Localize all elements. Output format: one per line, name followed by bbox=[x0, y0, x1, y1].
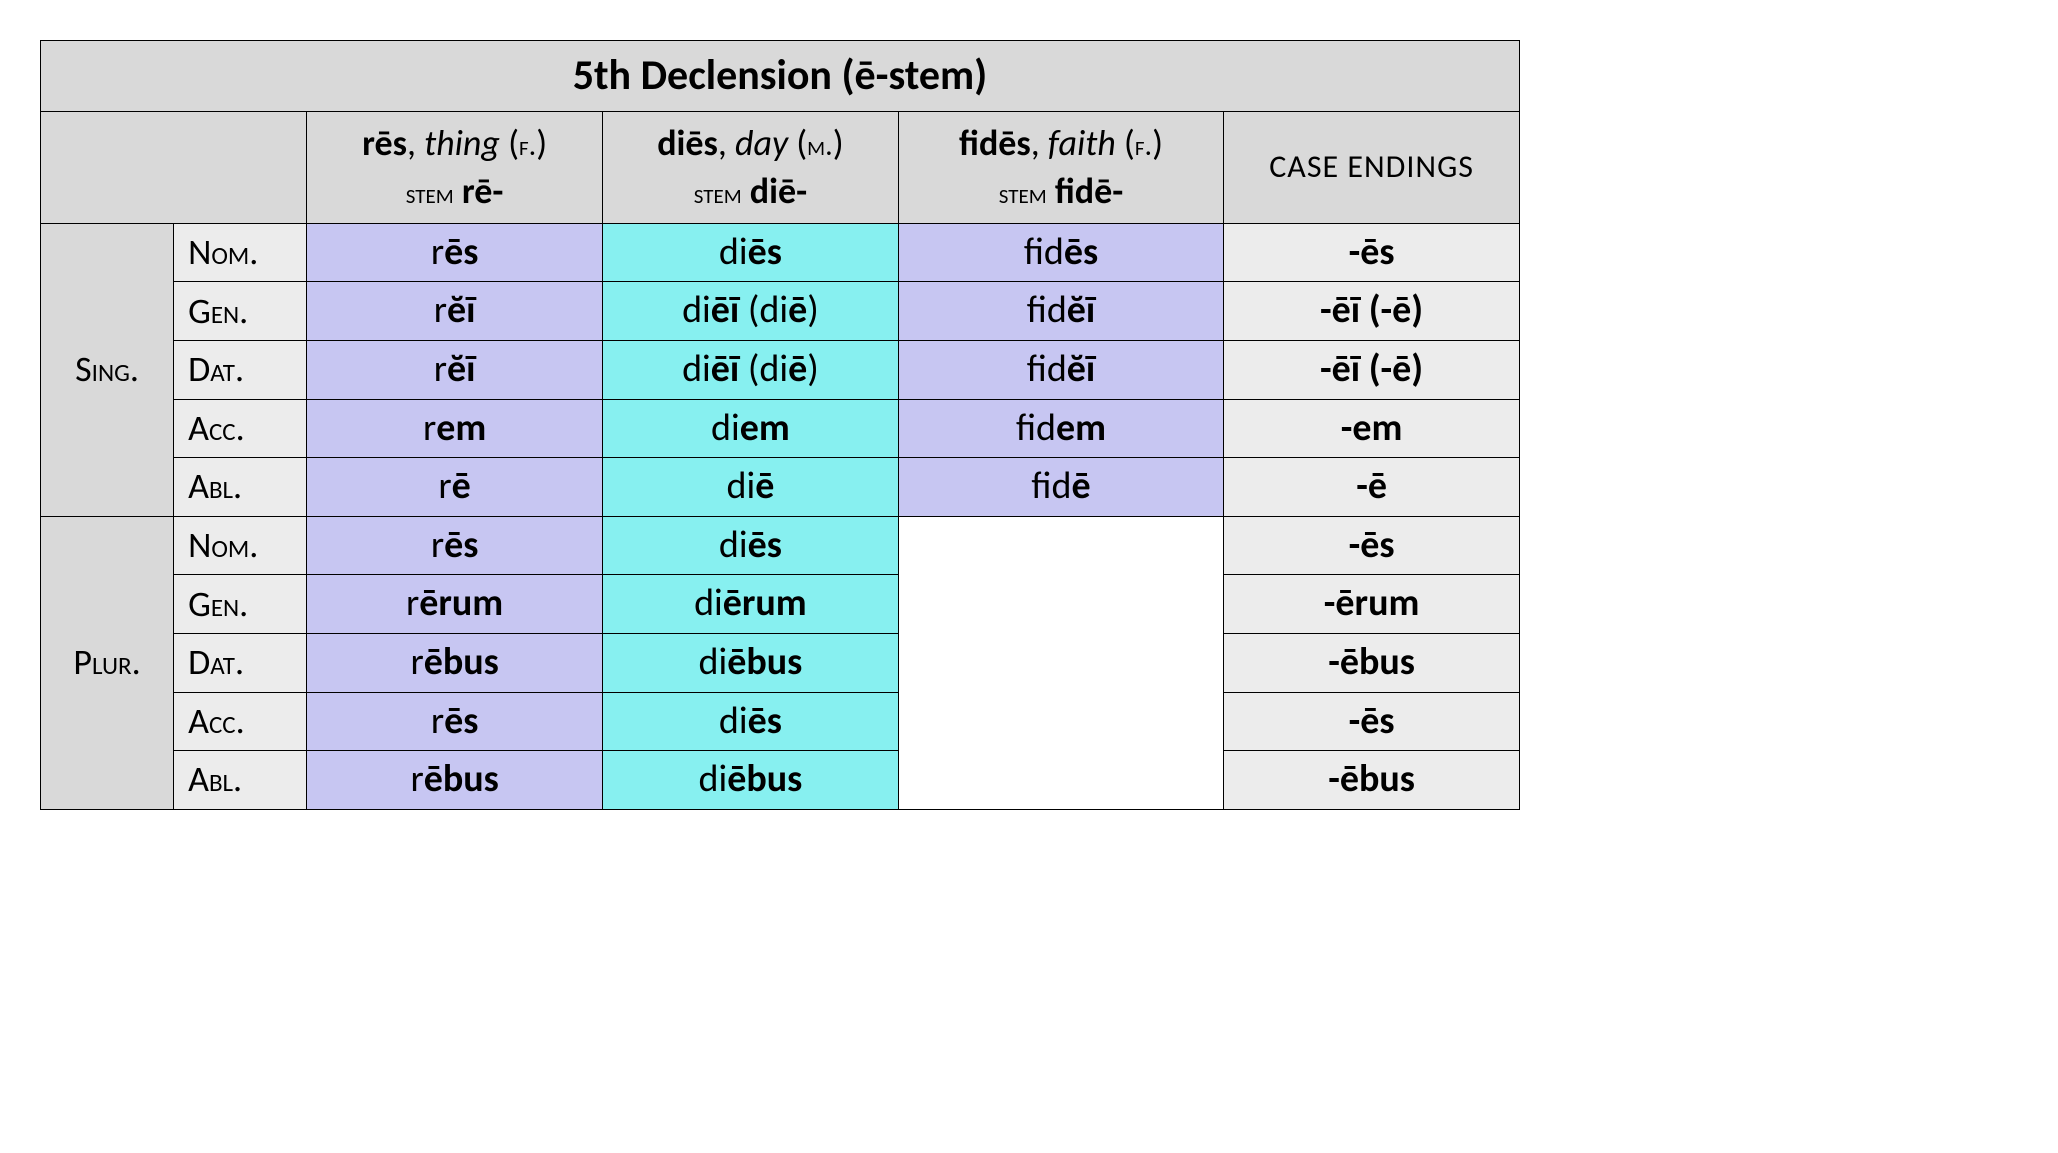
cell-dies: diērum bbox=[603, 575, 899, 634]
row-plur-gen: Gen. rērum diērum -ērum bbox=[41, 575, 1520, 634]
cell-fides: fidē bbox=[898, 458, 1223, 517]
case-label: Nom. bbox=[174, 223, 307, 282]
case-label: Abl. bbox=[174, 751, 307, 810]
case-label: Gen. bbox=[174, 575, 307, 634]
declension-table-container: 5th Declension (ē-stem) rēs, thing (f.) … bbox=[40, 40, 1520, 810]
cell-ending: -ēs bbox=[1224, 692, 1520, 751]
cell-dies: diēs bbox=[603, 692, 899, 751]
table-title: 5th Declension (ē-stem) bbox=[41, 41, 1520, 112]
declension-table: 5th Declension (ē-stem) rēs, thing (f.) … bbox=[40, 40, 1520, 810]
cell-dies: diēbus bbox=[603, 751, 899, 810]
cell-ending: -ēbus bbox=[1224, 751, 1520, 810]
case-label: Nom. bbox=[174, 516, 307, 575]
cell-dies: diēī (diē) bbox=[603, 282, 899, 341]
cell-ending: -em bbox=[1224, 399, 1520, 458]
case-label: Abl. bbox=[174, 458, 307, 517]
cell-res: rēs bbox=[307, 692, 603, 751]
header-row: rēs, thing (f.) stem rē- diēs, day (m.) … bbox=[41, 112, 1520, 223]
cell-ending: -ēbus bbox=[1224, 633, 1520, 692]
cell-res: rĕī bbox=[307, 340, 603, 399]
row-plur-nom: Plur. Nom. rēs diēs -ēs bbox=[41, 516, 1520, 575]
row-sing-gen: Gen. rĕī diēī (diē) fidĕī -ēī (-ē) bbox=[41, 282, 1520, 341]
cell-ending: -ēī (-ē) bbox=[1224, 282, 1520, 341]
case-label: Acc. bbox=[174, 399, 307, 458]
cell-dies: diēbus bbox=[603, 633, 899, 692]
cell-res: rēs bbox=[307, 516, 603, 575]
row-sing-abl: Abl. rē diē fidē -ē bbox=[41, 458, 1520, 517]
row-plur-acc: Acc. rēs diēs -ēs bbox=[41, 692, 1520, 751]
cell-res: rēs bbox=[307, 223, 603, 282]
cell-fides-blank bbox=[898, 516, 1223, 809]
cell-res: rĕī bbox=[307, 282, 603, 341]
cell-ending: -ē bbox=[1224, 458, 1520, 517]
cell-res: rērum bbox=[307, 575, 603, 634]
title-row: 5th Declension (ē-stem) bbox=[41, 41, 1520, 112]
header-col-res: rēs, thing (f.) stem rē- bbox=[307, 112, 603, 223]
cell-ending: -ērum bbox=[1224, 575, 1520, 634]
header-col-dies: diēs, day (m.) stem diē- bbox=[603, 112, 899, 223]
case-label: Gen. bbox=[174, 282, 307, 341]
row-sing-nom: Sing. Nom. rēs diēs fidēs -ēs bbox=[41, 223, 1520, 282]
case-label: Dat. bbox=[174, 633, 307, 692]
case-label: Dat. bbox=[174, 340, 307, 399]
cell-res: rē bbox=[307, 458, 603, 517]
cell-fides: fidĕī bbox=[898, 282, 1223, 341]
cell-res: rēbus bbox=[307, 751, 603, 810]
number-label-sing: Sing. bbox=[41, 223, 174, 516]
header-col-fides: fidēs, faith (f.) stem fidē- bbox=[898, 112, 1223, 223]
number-label-plur: Plur. bbox=[41, 516, 174, 809]
row-sing-dat: Dat. rĕī diēī (diē) fidĕī -ēī (-ē) bbox=[41, 340, 1520, 399]
header-col-endings: CASE ENDINGS bbox=[1224, 112, 1520, 223]
cell-dies: diē bbox=[603, 458, 899, 517]
cell-fides: fidĕī bbox=[898, 340, 1223, 399]
row-sing-acc: Acc. rem diem fidem -em bbox=[41, 399, 1520, 458]
cell-dies: diēs bbox=[603, 516, 899, 575]
row-plur-dat: Dat. rēbus diēbus -ēbus bbox=[41, 633, 1520, 692]
cell-ending: -ēs bbox=[1224, 223, 1520, 282]
cell-res: rēbus bbox=[307, 633, 603, 692]
header-blank bbox=[41, 112, 307, 223]
cell-dies: diēs bbox=[603, 223, 899, 282]
case-label: Acc. bbox=[174, 692, 307, 751]
cell-fides: fidem bbox=[898, 399, 1223, 458]
cell-fides: fidēs bbox=[898, 223, 1223, 282]
cell-dies: diem bbox=[603, 399, 899, 458]
row-plur-abl: Abl. rēbus diēbus -ēbus bbox=[41, 751, 1520, 810]
cell-res: rem bbox=[307, 399, 603, 458]
cell-ending: -ēī (-ē) bbox=[1224, 340, 1520, 399]
cell-dies: diēī (diē) bbox=[603, 340, 899, 399]
cell-ending: -ēs bbox=[1224, 516, 1520, 575]
